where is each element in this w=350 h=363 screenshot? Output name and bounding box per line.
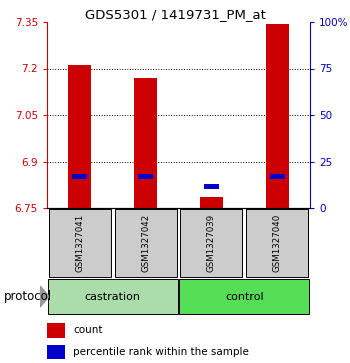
Text: control: control [225, 291, 264, 302]
Text: GSM1327040: GSM1327040 [273, 214, 282, 272]
Text: castration: castration [85, 291, 141, 302]
Text: GSM1327042: GSM1327042 [141, 214, 150, 272]
Text: count: count [73, 325, 103, 335]
Text: percentile rank within the sample: percentile rank within the sample [73, 347, 249, 357]
FancyBboxPatch shape [115, 209, 176, 277]
Bar [72, 174, 88, 179]
FancyBboxPatch shape [181, 209, 242, 277]
Bar [204, 184, 219, 189]
Text: GSM1327041: GSM1327041 [75, 214, 84, 272]
Text: protocol: protocol [4, 290, 52, 303]
Bar [134, 78, 157, 208]
FancyBboxPatch shape [246, 209, 308, 277]
Bar [200, 197, 223, 208]
Bar [138, 174, 153, 179]
FancyBboxPatch shape [179, 280, 309, 314]
Bar [47, 344, 65, 359]
Text: GSM1327039: GSM1327039 [207, 214, 216, 272]
Bar [68, 65, 91, 208]
Polygon shape [40, 286, 49, 307]
FancyBboxPatch shape [49, 209, 111, 277]
Bar [47, 323, 65, 338]
Bar [270, 174, 285, 179]
Bar [266, 24, 289, 208]
Text: GDS5301 / 1419731_PM_at: GDS5301 / 1419731_PM_at [85, 8, 265, 21]
FancyBboxPatch shape [48, 280, 178, 314]
